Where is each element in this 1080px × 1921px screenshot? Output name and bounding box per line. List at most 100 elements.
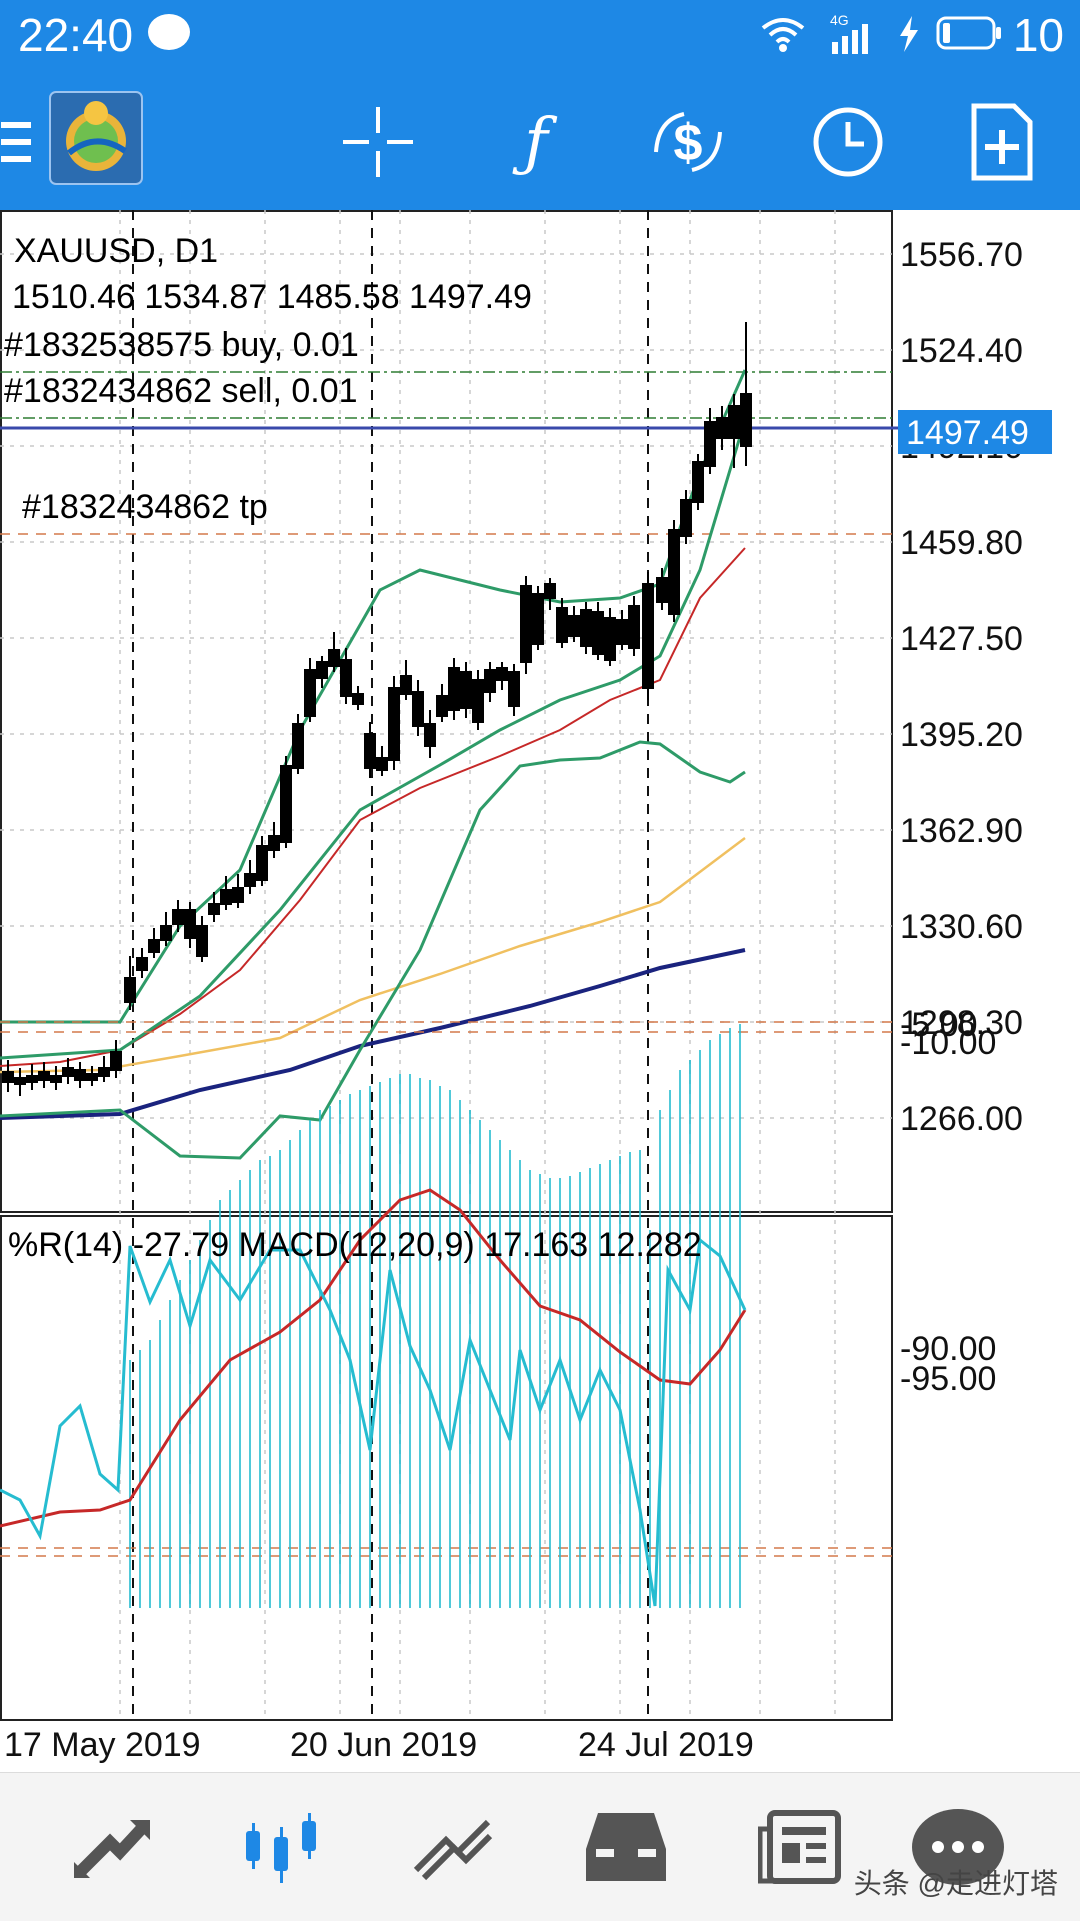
candle-body xyxy=(124,977,136,1003)
current-price-label: 1497.49 xyxy=(906,414,1029,452)
watermark: 头条 @走进灯塔 xyxy=(853,1868,1058,1899)
network-label: 4G xyxy=(830,12,849,28)
price-axis-label: 1556.70 xyxy=(900,236,1023,274)
period-icon[interactable] xyxy=(806,100,890,184)
candle-body xyxy=(400,675,412,695)
candle-body xyxy=(172,909,184,925)
candle-body xyxy=(50,1075,62,1083)
candle-body xyxy=(680,499,692,537)
candle-body xyxy=(2,1071,14,1083)
price-axis-label: 1266.00 xyxy=(900,1100,1023,1138)
candle-body xyxy=(364,733,376,769)
symbol-timeframe: XAUUSD, D1 xyxy=(14,232,219,270)
signal-icon xyxy=(832,24,868,54)
news-icon[interactable] xyxy=(730,1773,870,1921)
candle-body xyxy=(14,1077,26,1085)
candle-body xyxy=(716,417,728,439)
more-icon[interactable] xyxy=(888,1773,1028,1921)
candle-body xyxy=(484,669,496,693)
buy-order-label: #1832538575 buy, 0.01 xyxy=(4,326,359,364)
candle-body xyxy=(668,529,680,615)
price-chart[interactable]: 1556.701524.401492.101459.801427.501395.… xyxy=(0,210,1080,1770)
candle-body xyxy=(148,939,160,953)
candle-body xyxy=(388,687,400,761)
sub-axis-label: -95.00 xyxy=(900,1360,996,1398)
candle-body xyxy=(616,619,628,645)
candle-body xyxy=(460,671,472,709)
chart-area[interactable]: 1556.701524.401492.101459.801427.501395.… xyxy=(0,210,1080,1770)
candle-body xyxy=(376,757,388,771)
price-axis-label: 1395.20 xyxy=(900,716,1023,754)
candle-body xyxy=(62,1067,74,1077)
wpr-line xyxy=(0,1237,747,1607)
charging-icon xyxy=(900,16,918,52)
price-axis-label: 1459.80 xyxy=(900,524,1023,562)
candle-body xyxy=(74,1069,86,1081)
candle-body xyxy=(328,649,340,667)
price-axis-label: 1330.60 xyxy=(900,908,1023,946)
status-time: 22:40 xyxy=(18,9,134,61)
candle-body xyxy=(256,845,268,881)
candle-body xyxy=(628,605,640,649)
candle-body xyxy=(268,835,280,851)
mt4-logo[interactable] xyxy=(48,90,144,186)
candle-body xyxy=(544,583,556,599)
candle-body xyxy=(110,1051,122,1071)
candle-body xyxy=(472,679,484,723)
sub-window-title: %R(14) -27.79 MACD(12,20,9) 17.163 12.28… xyxy=(8,1226,702,1264)
ma-tan-line xyxy=(0,837,746,1074)
candle-body xyxy=(532,593,544,645)
menu-icon[interactable] xyxy=(0,110,34,174)
candle-body xyxy=(98,1067,110,1077)
macd-signal-line xyxy=(0,1188,747,1528)
sell-order-label: #1832434862 sell, 0.01 xyxy=(4,372,358,410)
bb-middle-line xyxy=(0,419,747,1060)
ma-navy-line xyxy=(0,948,746,1120)
quotes-icon[interactable] xyxy=(42,1773,182,1921)
indicators-icon[interactable]: ƒ xyxy=(524,105,548,179)
date-axis-label: 24 Jul 2019 xyxy=(578,1726,754,1764)
candle-body xyxy=(292,723,304,769)
candle-body xyxy=(352,693,364,705)
candle-body xyxy=(642,583,654,689)
toolbar: ƒ $ xyxy=(0,70,1080,210)
tp-label: #1832434862 tp xyxy=(22,488,268,526)
candle-body xyxy=(604,617,616,661)
candle-body xyxy=(580,609,592,647)
candle-body xyxy=(38,1071,50,1081)
current-price-badge xyxy=(898,410,1052,454)
candle-body xyxy=(340,659,352,697)
candle-body xyxy=(740,393,752,447)
bb-lower-line xyxy=(0,740,746,1160)
candle-body xyxy=(448,667,460,711)
candle-body xyxy=(196,925,208,957)
history-icon[interactable] xyxy=(556,1773,696,1921)
price-axis-label: 1298.30 xyxy=(900,1004,1023,1042)
candle-body xyxy=(568,615,580,637)
trade-icon[interactable] xyxy=(382,1773,522,1921)
new-order-icon[interactable] xyxy=(960,100,1044,184)
date-axis-label: 20 Jun 2019 xyxy=(290,1726,477,1764)
symbols-icon[interactable]: $ xyxy=(646,100,730,184)
candle-body xyxy=(520,585,532,663)
candle-body xyxy=(220,889,232,905)
bottom-nav xyxy=(0,1772,1080,1921)
price-axis-label: 1427.50 xyxy=(900,620,1023,658)
candle-body xyxy=(280,765,292,843)
candle-body xyxy=(304,669,316,717)
candle-body xyxy=(656,577,668,603)
candle-body xyxy=(424,723,436,747)
candle-body xyxy=(704,421,716,467)
candle-body xyxy=(184,909,196,939)
candle-body xyxy=(208,903,220,915)
svg-text:$: $ xyxy=(674,114,703,172)
chart-icon[interactable] xyxy=(212,1773,352,1921)
candle-body xyxy=(508,671,520,707)
candle-body xyxy=(412,691,424,727)
candle-body xyxy=(496,667,508,681)
sub-axis-label: -5.00 xyxy=(900,1006,978,1044)
candle-body xyxy=(556,607,568,643)
crosshair-icon[interactable] xyxy=(340,104,416,180)
candle-body xyxy=(26,1075,38,1083)
candle-body xyxy=(316,661,328,679)
